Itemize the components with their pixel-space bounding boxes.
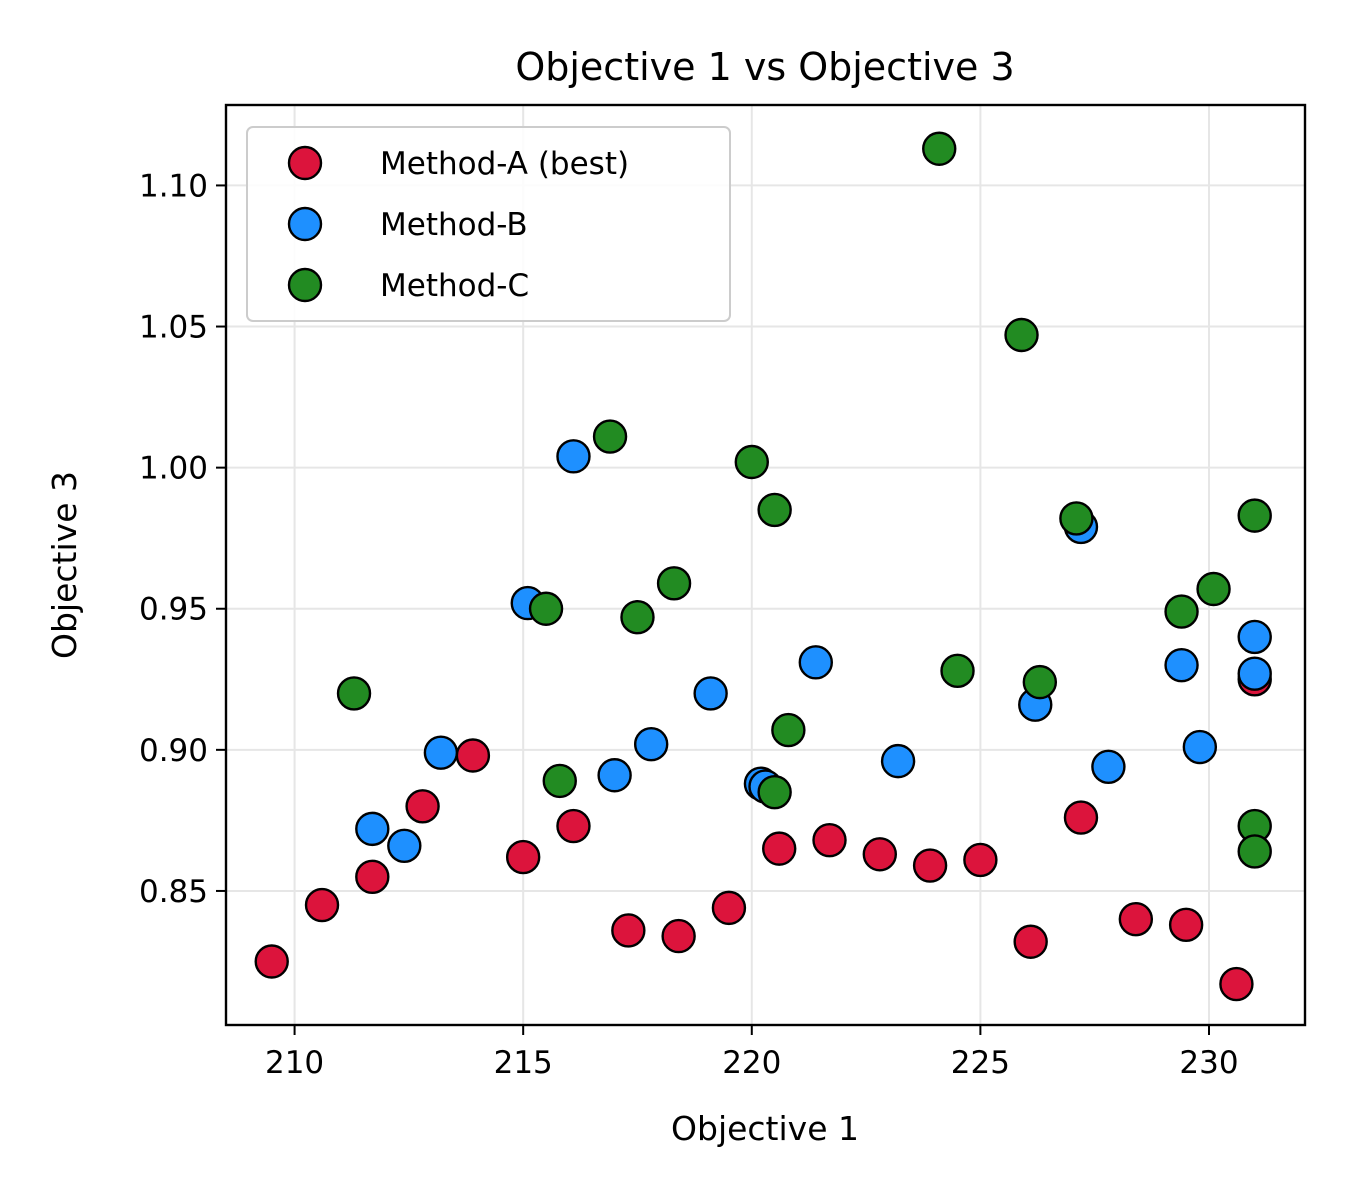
method-a-point — [862, 837, 898, 872]
method-a-point — [405, 789, 440, 824]
method-c-point — [1004, 317, 1039, 353]
method-a-point — [1063, 800, 1099, 835]
chart-title: Objective 1 vs Objective 3 — [515, 45, 1014, 89]
legend-label-method-b: Method-B — [380, 207, 528, 243]
method-c-point — [528, 591, 564, 626]
y-axis-ticks: 0.85 0.90 0.95 1.00 1.05 1.10 — [139, 168, 226, 910]
legend: Method-A (best) Method-B Method-C — [246, 126, 731, 322]
method-c-point — [734, 444, 769, 480]
method-a-point — [254, 944, 289, 979]
method-a-point — [963, 842, 998, 878]
x-tick-label: 220 — [722, 1045, 781, 1081]
method-c-point — [771, 712, 806, 748]
plot-frame — [224, 103, 1307, 1027]
method-c-point — [1196, 571, 1231, 607]
y-tick-label: 0.85 — [139, 874, 208, 910]
legend-box — [246, 126, 731, 322]
method-c-point — [1022, 664, 1058, 700]
method-c-point — [757, 492, 792, 528]
y-tick-label: 1.10 — [139, 168, 208, 204]
x-tick-label: 225 — [951, 1045, 1010, 1081]
x-tick-label: 210 — [265, 1045, 324, 1081]
legend-label-method-c: Method-C — [380, 268, 529, 304]
method-b-point — [597, 758, 632, 793]
method-b-point — [1164, 647, 1199, 683]
method-c-point — [336, 676, 372, 711]
y-tick-label: 0.95 — [139, 592, 208, 628]
method-b-point — [355, 811, 390, 847]
method-b-point — [556, 439, 591, 474]
method-b-point — [880, 743, 916, 779]
y-tick-label: 1.05 — [139, 310, 208, 346]
method-a-point — [812, 822, 847, 858]
x-tick-label: 215 — [494, 1045, 553, 1081]
legend-marker-method-b — [287, 206, 323, 242]
method-c-point — [1237, 498, 1272, 533]
legend-label-method-a: Method-A (best) — [380, 146, 629, 182]
method-b-point — [633, 727, 669, 762]
method-b-point — [423, 735, 459, 770]
y-axis-label: Objective 3 — [45, 471, 84, 659]
method-a-point — [711, 890, 747, 926]
method-a-point — [611, 913, 646, 948]
y-tick-label: 0.90 — [139, 733, 208, 769]
method-b-point — [1182, 729, 1218, 765]
method-c-point — [542, 763, 577, 799]
method-a-point — [556, 808, 591, 844]
method-c-point — [1059, 501, 1094, 536]
data-points — [254, 131, 1272, 1002]
legend-marker-method-c — [287, 267, 323, 303]
method-c-point — [656, 566, 692, 601]
method-a-point — [661, 918, 696, 954]
method-b-point — [693, 676, 728, 711]
method-a-point — [1168, 907, 1204, 943]
method-c-point — [1237, 834, 1272, 869]
method-a-point — [505, 839, 541, 875]
method-a-point — [1013, 924, 1048, 959]
method-a-point — [762, 831, 797, 866]
legend-marker-method-a — [287, 145, 323, 181]
method-a-point — [304, 887, 340, 923]
method-c-point — [757, 774, 792, 810]
y-tick-label: 1.00 — [139, 451, 208, 487]
method-c-point — [1164, 594, 1199, 629]
method-c-point — [922, 131, 957, 166]
x-tick-label: 230 — [1179, 1045, 1238, 1081]
x-axis-ticks: 210 215 220 225 230 — [265, 1025, 1239, 1081]
method-a-point — [355, 859, 390, 895]
method-a-point — [1118, 901, 1154, 937]
method-a-point — [455, 738, 491, 773]
method-c-point — [940, 653, 975, 689]
method-c-point — [592, 419, 628, 454]
method-a-point — [1219, 966, 1254, 1002]
x-axis-label: Objective 1 — [671, 1109, 859, 1148]
method-b-point — [1091, 749, 1126, 784]
method-b-point — [387, 828, 422, 863]
grid-lines — [226, 105, 1305, 1025]
method-a-point — [912, 848, 948, 883]
method-b-point — [798, 645, 833, 680]
method-c-point — [620, 600, 655, 635]
method-b-point — [1237, 656, 1272, 691]
method-b-point — [1237, 619, 1272, 655]
